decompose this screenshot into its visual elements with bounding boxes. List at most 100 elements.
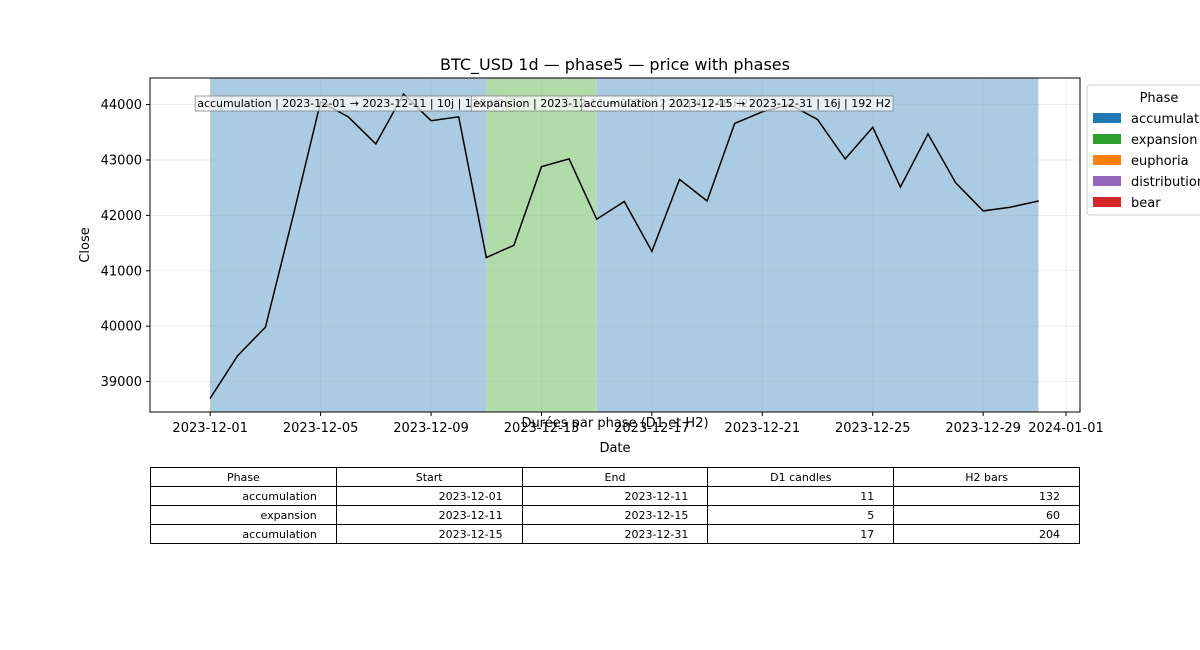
x-tick-label: 2023-12-29 xyxy=(945,421,1021,436)
table-header-row: Phase Start End D1 candles H2 bars xyxy=(150,467,1080,487)
table-cell-h2: 204 xyxy=(893,524,1080,544)
y-tick-label: 42000 xyxy=(101,209,142,224)
legend-swatch xyxy=(1093,155,1121,165)
price-point xyxy=(458,116,460,118)
table-cell-start: 2023-12-01 xyxy=(335,486,523,506)
legend-label: expansion xyxy=(1131,133,1198,148)
phase-labels: accumulation | 2023-12-01 → 2023-12-11 |… xyxy=(194,95,894,112)
table-cell-d1: 17 xyxy=(707,524,895,544)
price-point xyxy=(816,118,819,121)
price-point xyxy=(954,182,957,184)
price-point xyxy=(513,244,515,246)
y-axis-label: Close xyxy=(78,227,93,262)
table-cell-start: 2023-12-15 xyxy=(335,524,523,544)
phase-duration-table: Phase Start End D1 candles H2 bars accum… xyxy=(150,467,1080,544)
x-tick-label: 2023-12-13 xyxy=(504,421,580,436)
table-header-end: End xyxy=(521,467,709,487)
table-cell-h2: 60 xyxy=(893,505,1080,525)
y-tick-label: 43000 xyxy=(101,153,142,168)
table-cell-d1: 11 xyxy=(707,486,895,506)
price-point xyxy=(872,126,874,128)
table-row: accumulation 2023-12-01 2023-12-11 11 13… xyxy=(150,486,1080,506)
x-tick-label: 2023-12-01 xyxy=(172,421,248,436)
price-points xyxy=(209,93,1039,399)
y-tick-label: 44000 xyxy=(101,98,142,113)
table-cell-end: 2023-12-31 xyxy=(521,524,709,544)
table-cell-d1: 5 xyxy=(707,505,895,525)
plot-frame xyxy=(149,77,1081,413)
price-point xyxy=(761,111,763,113)
price-point xyxy=(430,120,432,122)
price-point xyxy=(844,158,846,160)
price-point xyxy=(375,143,377,145)
phase-label: accumulation | 2023-12-15 → 2023-12-31 |… xyxy=(581,95,894,112)
price-point xyxy=(402,93,405,95)
legend-swatch xyxy=(1093,176,1121,186)
phase-label-box xyxy=(581,95,894,112)
y-tick-label: 39000 xyxy=(101,375,142,390)
phase-label-text: accumulation | 2023-12-01 → 2023-12-11 |… xyxy=(197,97,504,110)
price-point xyxy=(623,200,625,203)
legend-label: accumulation xyxy=(1131,112,1200,127)
price-point xyxy=(568,158,570,160)
price-point xyxy=(264,326,267,328)
price-point xyxy=(678,178,681,180)
price-point xyxy=(237,354,239,357)
table-cell-end: 2023-12-11 xyxy=(521,486,709,506)
price-point xyxy=(982,210,984,212)
table-row: accumulation 2023-12-15 2023-12-31 17 20… xyxy=(150,524,1080,544)
x-tick-label: 2024-01-01 xyxy=(1028,421,1104,436)
legend-label: bear xyxy=(1131,196,1161,211)
x-tick-label: 2023-12-21 xyxy=(725,421,801,436)
price-point xyxy=(540,166,543,168)
y-tick-label: 41000 xyxy=(101,264,142,279)
price-point xyxy=(706,200,708,202)
price-point xyxy=(899,186,901,188)
x-tick-label: 2023-12-25 xyxy=(835,421,911,436)
phase-band-expansion xyxy=(486,78,597,412)
table-header-phase: Phase xyxy=(150,467,337,487)
price-point xyxy=(927,133,929,135)
table-header-h2-bars: H2 bars xyxy=(893,467,1080,487)
legend-swatch xyxy=(1093,134,1121,144)
x-tick-label: 2023-12-09 xyxy=(393,421,469,436)
phase-band-accumulation xyxy=(210,78,487,412)
price-point xyxy=(1010,206,1012,208)
x-axis: 2023-12-01 2023-12-05 2023-12-09 2023-12-13… xyxy=(172,412,1104,436)
x-tick-label: 2023-12-17 xyxy=(614,421,690,436)
table-title: Durées par phase (D1 et H2) xyxy=(521,416,708,431)
legend-swatch xyxy=(1093,197,1121,207)
x-tick-label: 2023-12-05 xyxy=(283,421,359,436)
price-point xyxy=(1037,200,1039,202)
x-axis-label: Date xyxy=(599,441,630,456)
y-axis: 39000 40000 41000 42000 43000 44000 xyxy=(101,98,150,390)
chart-title: BTC_USD 1d — phase5 — price with phases xyxy=(440,55,790,75)
price-point xyxy=(485,256,487,259)
price-point xyxy=(347,116,349,118)
table-cell-end: 2023-12-15 xyxy=(521,505,709,525)
legend-swatch xyxy=(1093,113,1121,123)
price-point xyxy=(734,122,736,125)
price-point xyxy=(292,215,294,218)
y-tick-label: 40000 xyxy=(101,320,142,335)
legend-title: Phase xyxy=(1140,91,1179,106)
price-point xyxy=(209,397,211,399)
table-cell-start: 2023-12-11 xyxy=(335,505,523,525)
table-cell-h2: 132 xyxy=(893,486,1080,506)
table-cell-phase: expansion xyxy=(150,505,337,525)
legend-entries: accumulation expansion euphoria distributio… xyxy=(1093,112,1200,211)
phase-label-text: accumulation | 2023-12-15 → 2023-12-31 |… xyxy=(584,97,891,110)
table-header-start: Start xyxy=(335,467,523,487)
table-header-d1-candles: D1 candles xyxy=(707,467,895,487)
legend: Phase accumulation expansion euphoria distr… xyxy=(1086,84,1200,216)
phase-label: accumulation | 2023-12-01 → 2023-12-11 |… xyxy=(194,95,507,112)
table-cell-phase: accumulation xyxy=(150,486,337,506)
price-point xyxy=(651,250,653,252)
legend-label: distribution xyxy=(1131,175,1200,190)
price-point xyxy=(596,218,598,220)
phase-bands xyxy=(210,78,1039,412)
phase-band-accumulation xyxy=(596,78,1039,412)
legend-label: euphoria xyxy=(1131,154,1189,169)
table-cell-phase: accumulation xyxy=(150,524,337,544)
